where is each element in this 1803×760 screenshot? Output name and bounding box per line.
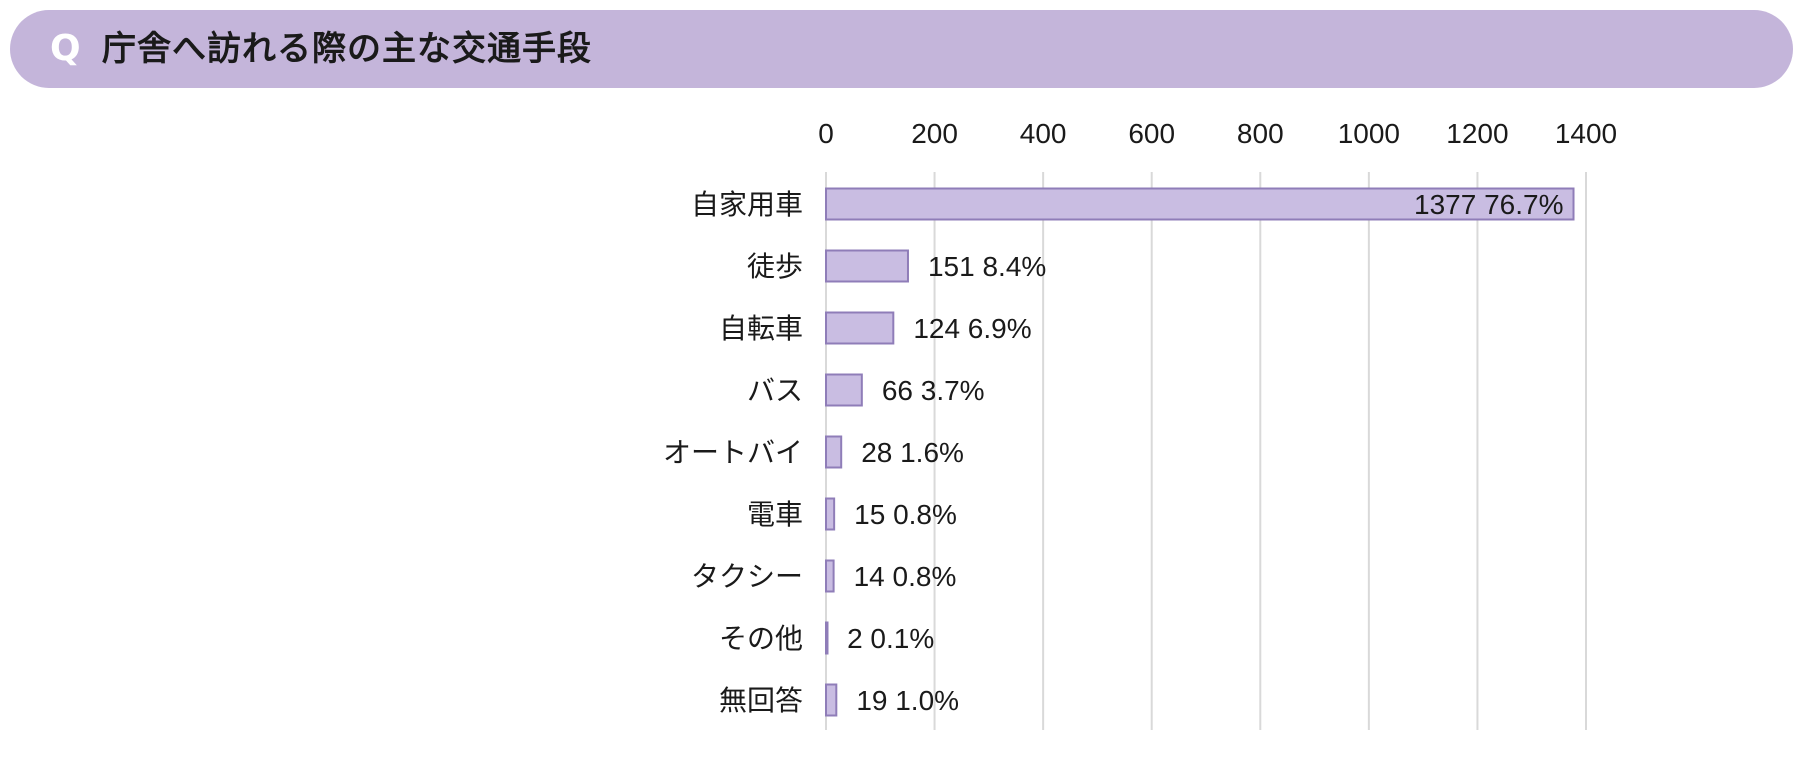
- bar-8: [825, 683, 838, 717]
- x-tick-label: 0: [818, 118, 834, 149]
- x-tick-label: 800: [1237, 118, 1284, 149]
- value-labels: 1377 76.7% 151 8.4% 124 6.9% 66 3.7% 28 1.6%…: [847, 189, 1563, 716]
- category-label: 無回答: [719, 684, 803, 717]
- category-label: 徒歩: [747, 250, 803, 283]
- bar-5: [825, 497, 836, 531]
- category-label: 自家用車: [691, 188, 803, 221]
- x-tick-label: 1400: [1555, 118, 1617, 149]
- x-tick-label: 400: [1020, 118, 1067, 149]
- category-label: タクシー: [691, 560, 803, 593]
- category-label: バス: [747, 374, 803, 407]
- category-label: その他: [719, 622, 803, 655]
- bar-1: [825, 249, 909, 283]
- bars: [825, 187, 1575, 717]
- data-label: 151 8.4%: [928, 251, 1046, 282]
- question-mark: Q: [50, 28, 81, 69]
- chart-title: 庁舎へ訪れる際の主な交通手段: [102, 29, 592, 69]
- bar-7: [825, 621, 829, 655]
- bar-0: [825, 187, 1575, 221]
- question-header: Q 庁舎へ訪れる際の主な交通手段: [10, 10, 1793, 88]
- data-label: 19 1.0%: [856, 685, 959, 716]
- category-label: オートバイ: [663, 436, 803, 469]
- data-label: 1377 76.7%: [1414, 189, 1563, 220]
- data-label: 15 0.8%: [854, 499, 957, 530]
- category-label: 自転車: [719, 312, 803, 345]
- bar-4: [825, 435, 843, 469]
- x-tick-label: 200: [911, 118, 958, 149]
- x-tick-label: 1000: [1338, 118, 1400, 149]
- x-tick-label: 600: [1128, 118, 1175, 149]
- data-label: 124 6.9%: [913, 313, 1031, 344]
- data-label: 28 1.6%: [861, 437, 964, 468]
- x-axis-ticks: 0 200 400 600 800 1000 1200 1400: [818, 118, 1617, 149]
- category-label: 電車: [747, 498, 803, 531]
- x-tick-label: 1200: [1446, 118, 1508, 149]
- bar-3: [825, 373, 863, 407]
- bar-2: [825, 311, 895, 345]
- data-label: 2 0.1%: [847, 623, 934, 654]
- bar-6: [825, 559, 835, 593]
- data-label: 14 0.8%: [854, 561, 957, 592]
- data-label: 66 3.7%: [882, 375, 985, 406]
